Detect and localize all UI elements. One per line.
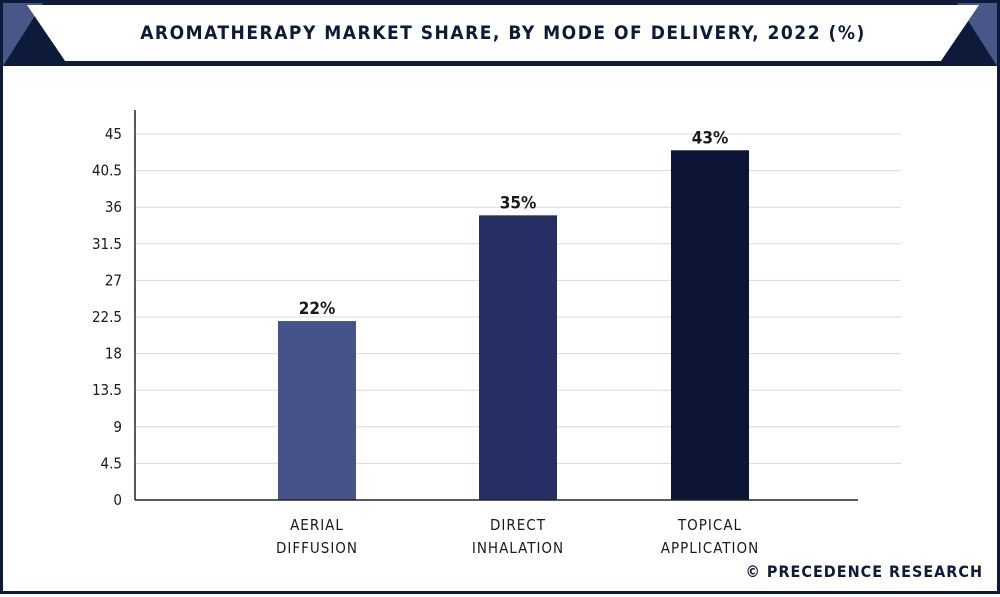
bars [278,150,749,501]
chart-title: AROMATHERAPY MARKET SHARE, BY MODE OF DE… [140,22,866,44]
y-tick-label: 4.5 [101,454,122,472]
y-tick-label: 31.5 [92,235,122,253]
footer-copyright: © PRECEDENCE RESEARCH [745,562,983,581]
data-label: 43% [692,128,729,148]
bar [479,215,557,501]
x-category-label: AERIAL [290,516,344,534]
y-tick-label: 27 [105,271,122,289]
labels: 0 4.5 9 13.5 18 22.5 27 31.5 36 40.5 45 22% AERIAL DI… [92,125,759,557]
y-tick-label: 45 [105,125,122,143]
x-category-label: DIRECT [490,516,546,534]
x-category-label: INHALATION [472,539,564,557]
x-category-label: APPLICATION [661,539,759,557]
y-tick-label: 9 [113,418,122,436]
data-label: 35% [500,193,537,213]
y-tick-label: 40.5 [92,162,122,180]
header-plate: AROMATHERAPY MARKET SHARE, BY MODE OF DE… [27,5,979,61]
data-label: 22% [299,299,336,319]
axes [134,110,858,501]
bar-chart: 0 4.5 9 13.5 18 22.5 27 31.5 36 40.5 45 22% AERIAL DI… [92,110,901,557]
y-tick-label: 0 [113,491,122,509]
y-tick-label: 36 [105,198,122,216]
bar [278,321,356,500]
y-tick-label: 18 [105,345,122,363]
x-category-label: DIFFUSION [276,539,358,557]
y-tick-label: 22.5 [92,308,122,326]
y-tick-label: 13.5 [92,381,122,399]
x-category-label: TOPICAL [677,516,742,534]
bar [671,150,749,500]
